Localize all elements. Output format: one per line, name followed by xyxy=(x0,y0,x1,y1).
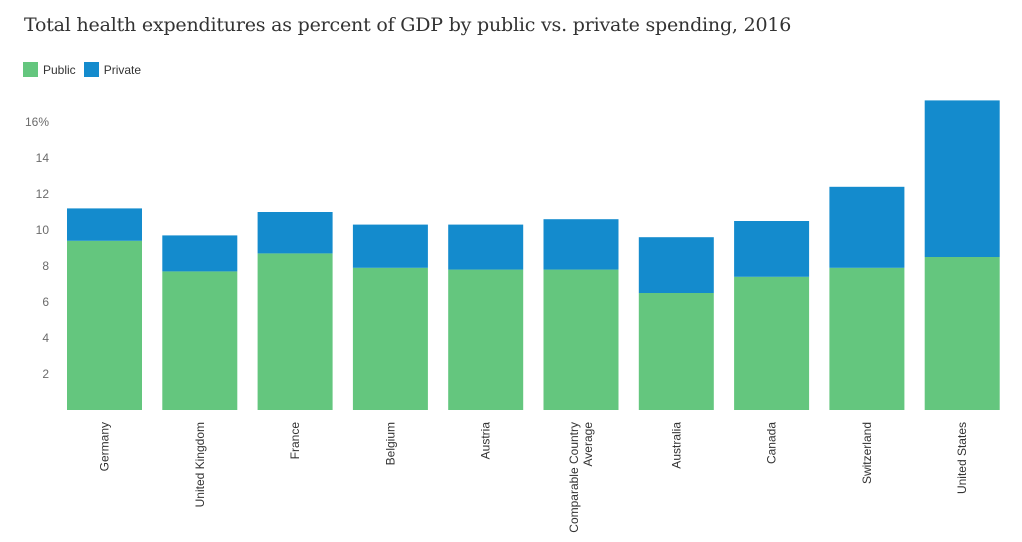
legend: Public Private xyxy=(23,62,149,77)
bars xyxy=(67,100,1000,410)
x-tick-label-line: Canada xyxy=(765,422,779,464)
bar-public-united-kingdom[interactable] xyxy=(162,271,238,410)
x-tick-label: United Kingdom xyxy=(193,422,207,507)
x-tick-label: Germany xyxy=(98,422,112,471)
x-tick-label-line: Comparable Country xyxy=(567,422,581,533)
bar-public-france[interactable] xyxy=(257,253,333,410)
x-tick-label-line: Germany xyxy=(98,422,112,471)
y-tick-label: 16% xyxy=(25,115,49,129)
x-tick-label: Belgium xyxy=(383,422,397,465)
x-tick-label-line: Average xyxy=(581,422,595,467)
bar-public-comparable-country-average[interactable] xyxy=(543,269,619,410)
y-tick-label: 10 xyxy=(36,223,50,237)
chart-title: Total health expenditures as percent of … xyxy=(24,14,792,36)
legend-swatch-public xyxy=(23,62,38,77)
bar-private-canada[interactable] xyxy=(734,221,810,277)
x-tick-label: Australia xyxy=(669,422,683,469)
bar-private-belgium[interactable] xyxy=(352,224,428,268)
x-tick-label: United States xyxy=(955,422,969,494)
bar-group-canada xyxy=(734,221,810,410)
bar-public-germany[interactable] xyxy=(67,240,142,410)
bar-group-united-kingdom xyxy=(162,235,238,410)
bar-public-switzerland[interactable] xyxy=(829,267,905,410)
x-tick-label-line: France xyxy=(288,422,302,460)
bar-group-belgium xyxy=(352,224,428,410)
bar-group-france xyxy=(257,212,333,410)
bar-group-australia xyxy=(638,237,714,410)
legend-item-public[interactable]: Public xyxy=(23,62,76,77)
x-tick-label-line: United Kingdom xyxy=(193,422,207,507)
x-tick-label-line: Switzerland xyxy=(860,422,874,484)
bar-public-belgium[interactable] xyxy=(352,267,428,410)
y-tick-label: 2 xyxy=(42,367,49,381)
bar-group-germany xyxy=(67,208,142,410)
x-axis: Germany United Kingdom France Belgium Austri… xyxy=(98,422,970,533)
x-tick-label: Comparable CountryAverage xyxy=(567,422,595,533)
legend-label-public: Public xyxy=(43,62,76,77)
x-tick-label: Canada xyxy=(765,422,779,464)
x-tick-label: France xyxy=(288,422,302,460)
legend-label-private: Private xyxy=(103,62,142,77)
x-tick-label-line: Australia xyxy=(669,422,683,469)
y-axis: 2 4 6 8 10 12 14 16% xyxy=(25,115,49,381)
bar-private-comparable-country-average[interactable] xyxy=(543,219,619,270)
y-tick-label: 4 xyxy=(42,331,49,345)
bar-public-australia[interactable] xyxy=(638,293,714,410)
x-tick-label-line: United States xyxy=(955,422,969,494)
bar-public-canada[interactable] xyxy=(734,276,810,410)
bar-group-switzerland xyxy=(829,186,905,410)
bar-private-france[interactable] xyxy=(257,212,333,254)
x-tick-label-line: Austria xyxy=(479,422,493,460)
y-tick-label: 12 xyxy=(36,187,50,201)
bar-private-germany[interactable] xyxy=(67,208,142,241)
bar-private-austria[interactable] xyxy=(448,224,524,270)
x-tick-label: Austria xyxy=(479,422,493,460)
x-tick-label: Switzerland xyxy=(860,422,874,484)
bar-private-australia[interactable] xyxy=(638,237,714,293)
bar-private-switzerland[interactable] xyxy=(829,186,905,268)
bar-group-comparable-country-average xyxy=(543,219,619,410)
bar-group-austria xyxy=(448,224,524,410)
bar-public-united-states[interactable] xyxy=(924,257,1000,410)
bar-group-united-states xyxy=(924,100,1000,410)
y-tick-label: 6 xyxy=(42,295,49,309)
x-tick-label-line: Belgium xyxy=(383,422,397,465)
y-tick-label: 14 xyxy=(36,151,50,165)
bar-public-austria[interactable] xyxy=(448,269,524,410)
legend-item-private[interactable]: Private xyxy=(83,62,142,77)
y-tick-label: 8 xyxy=(42,259,49,273)
bar-private-united-states[interactable] xyxy=(924,100,1000,258)
legend-swatch-private xyxy=(83,62,99,77)
bar-private-united-kingdom[interactable] xyxy=(162,235,238,272)
